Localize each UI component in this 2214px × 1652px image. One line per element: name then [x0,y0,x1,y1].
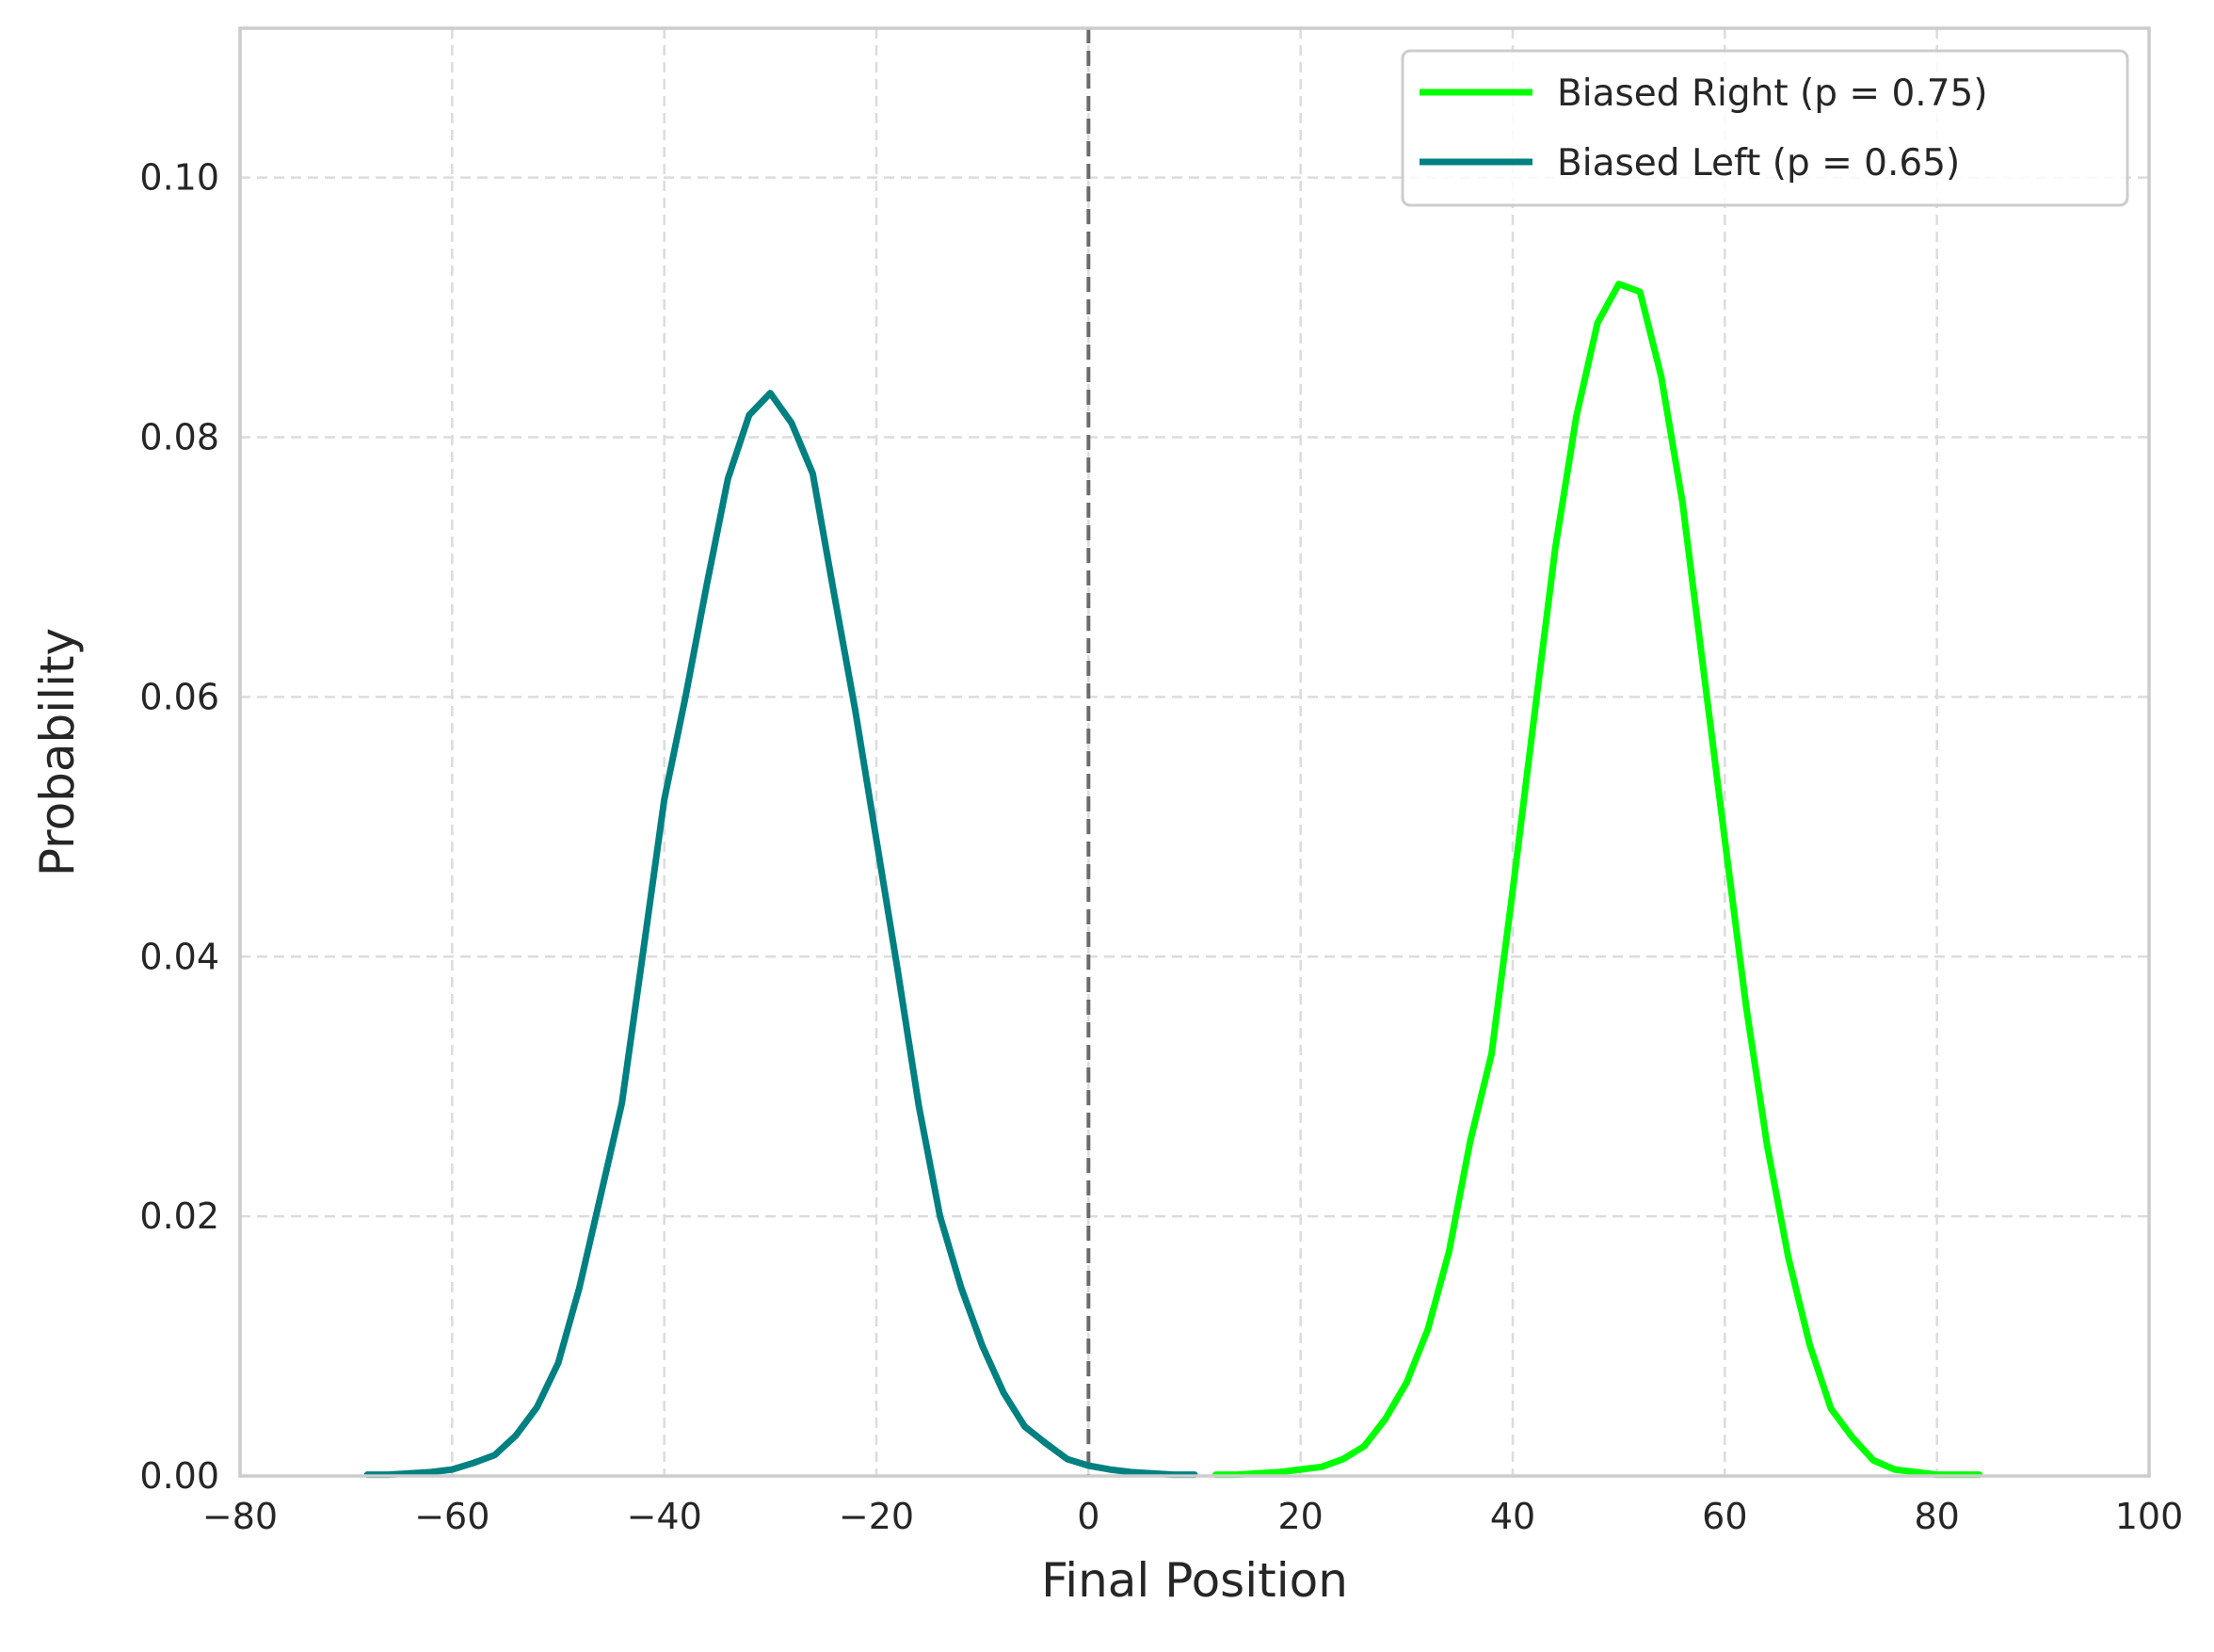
series-lines [363,281,1983,1479]
y-axis-label: Probability [30,628,85,876]
y-tick-label: 0.06 [139,676,219,717]
x-tick-label: 100 [2115,1496,2184,1537]
x-axis-label: Final Position [1041,1553,1348,1608]
y-tick-label: 0.00 [139,1455,219,1497]
y-tick-label: 0.08 [139,417,219,458]
x-tick-label: −20 [839,1496,914,1537]
y-tick-label: 0.10 [139,157,219,199]
x-tick-label: −60 [414,1496,489,1537]
x-tick-label: −40 [627,1496,702,1537]
x-tick-label: 40 [1490,1496,1535,1537]
x-tick-label: 0 [1077,1496,1099,1537]
x-tick-label: 80 [1914,1496,1959,1537]
legend: Biased Right (p = 0.75) Biased Left (p = … [1401,49,2129,207]
legend-label-1: Biased Right (p = 0.75) [1557,72,1988,115]
legend-label-2: Biased Left (p = 0.65) [1557,142,1960,184]
x-tick-label: 60 [1702,1496,1747,1537]
x-tick-label: 20 [1277,1496,1323,1537]
plot-frame [238,26,2151,1478]
x-tick-label: −80 [202,1496,278,1537]
legend-box [1401,49,2129,207]
y-tick-labels: 0.00 0.02 0.04 0.06 0.08 0.10 [139,157,219,1497]
x-tick-labels: −80 −60 −40 −20 0 20 40 60 80 100 [202,1496,2183,1537]
series-line-1 [1212,281,1983,1479]
y-tick-label: 0.02 [139,1195,219,1237]
grid-lines [240,28,2149,1476]
series-line-2 [363,390,1198,1479]
y-tick-label: 0.04 [139,936,219,977]
